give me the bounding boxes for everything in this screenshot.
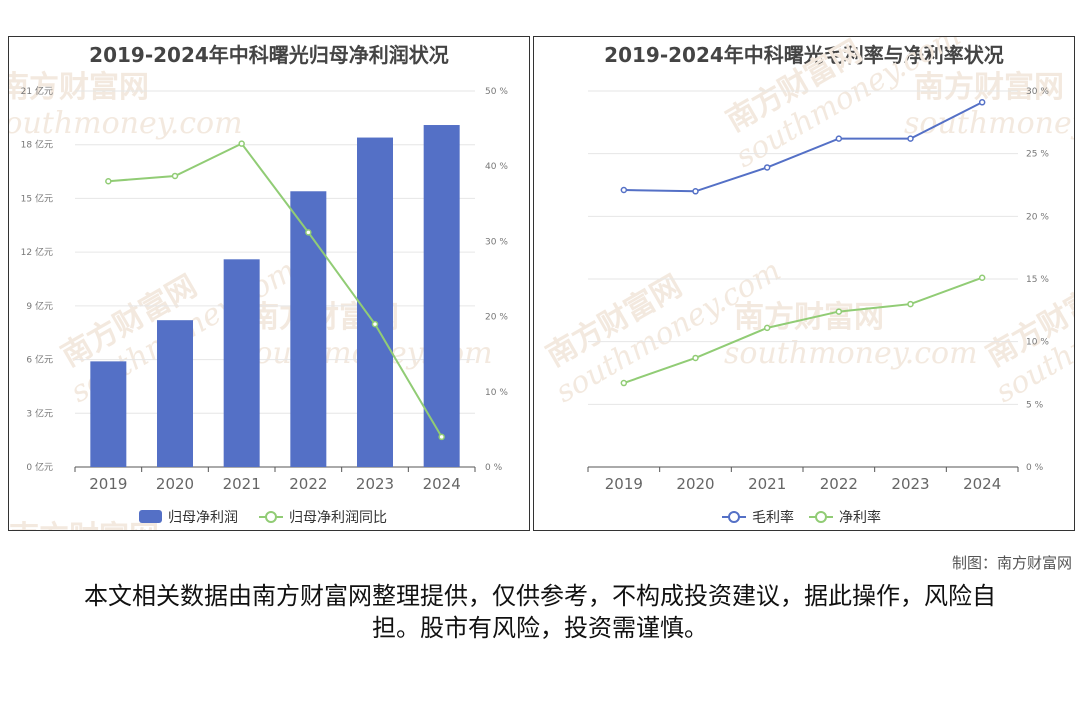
legend-net-label: 净利率 — [839, 509, 881, 526]
net-margin-point-2022 — [835, 308, 843, 315]
y-right-tick-label: 40 % — [485, 162, 508, 172]
watermark-en-0: southmoney.com — [904, 106, 1074, 141]
y-left-tick-label: 9 亿元 — [26, 300, 53, 312]
y-right-tick-label: 30 % — [485, 237, 508, 247]
legend-bar-swatch — [139, 510, 162, 523]
net-margin-line — [623, 276, 983, 384]
y-right-tick-label: 50 % — [485, 87, 508, 97]
legend-gross-label: 毛利率 — [752, 509, 794, 526]
x-tick-label: 2022 — [289, 475, 327, 493]
margin-chart-panel: 2019-2024年中科曙光毛利率与净利率状况 南方财富网southmoney.… — [533, 36, 1075, 531]
bar-net-profit-2019 — [90, 361, 127, 467]
bar-net-profit-2023 — [357, 137, 393, 468]
watermark-cn-3: 南方财富网 — [9, 520, 159, 530]
yoy-point-2021 — [238, 140, 245, 147]
y-right-tick-label: 5 % — [1026, 400, 1044, 410]
net-margin-point-2024 — [978, 274, 986, 281]
y-right-tick-label: 25 % — [1026, 150, 1049, 160]
net-margin-point-2020 — [692, 354, 699, 362]
y-right-tick-label: 0 % — [1026, 463, 1044, 473]
legend-line-marker — [265, 511, 277, 523]
y-left-tick-label: 12 亿元 — [21, 246, 53, 258]
net-margin-point-2021 — [763, 324, 771, 332]
x-tick-label: 2024 — [423, 475, 461, 493]
y-left-tick-label: 18 亿元 — [21, 139, 53, 151]
net-profit-chart-panel: 2019-2024年中科曙光归母净利润状况 南方财富网 southmoney.co… — [8, 36, 530, 531]
yoy-point-2022 — [305, 229, 312, 236]
x-tick-label: 2020 — [156, 475, 194, 493]
y-left-tick-label: 6 亿元 — [26, 354, 53, 366]
legend-bar-label: 归母净利润 — [168, 509, 238, 526]
gross-margin-point-2024 — [978, 99, 986, 106]
legend-gross-marker — [728, 511, 740, 523]
watermark-cn-0: 南方财富网 — [914, 70, 1064, 105]
legend-net-marker — [815, 511, 827, 523]
bar-net-profit-2024 — [423, 125, 460, 468]
y-left-tick-label: 21 亿元 — [21, 85, 53, 97]
x-tick-label: 2021 — [223, 475, 261, 493]
x-tick-label: 2019 — [605, 475, 643, 493]
net-margin-point-2019 — [620, 379, 628, 387]
gross-margin-point-2023 — [907, 135, 914, 142]
x-tick-label: 2024 — [963, 475, 1001, 493]
x-tick-label: 2023 — [356, 475, 394, 493]
x-tick-label: 2019 — [89, 475, 127, 493]
bar-net-profit-2020 — [157, 320, 193, 467]
left-chart-title: 2019-2024年中科曙光归母净利润状况 — [89, 43, 449, 67]
disclaimer-text: 本文相关数据由南方财富网整理提供，仅供参考，不构成投资建议，据此操作，风险自担。… — [84, 582, 996, 642]
x-tick-label: 2020 — [676, 475, 714, 493]
y-left-tick-label: 15 亿元 — [21, 192, 53, 204]
bar-net-profit-2022 — [290, 191, 327, 467]
yoy-point-2023 — [371, 320, 379, 328]
gross-margin-point-2020 — [692, 188, 699, 195]
legend-line-label: 归母净利润同比 — [289, 509, 387, 526]
y-right-tick-label: 30 % — [1026, 87, 1049, 97]
yoy-growth-line — [108, 142, 443, 438]
gross-margin-point-2019 — [620, 186, 628, 194]
x-tick-label: 2022 — [820, 475, 858, 493]
y-right-tick-label: 0 % — [485, 463, 503, 473]
watermark-en-0: southmoney.com — [9, 106, 243, 141]
y-right-tick-label: 20 % — [1026, 212, 1049, 222]
y-right-tick-label: 20 % — [485, 313, 508, 323]
yoy-point-2020 — [171, 172, 179, 180]
gross-margin-line — [623, 101, 983, 193]
watermark-cn-0: 南方财富网 — [9, 70, 149, 105]
yoy-point-2024 — [438, 433, 445, 441]
y-right-tick-label: 10 % — [485, 388, 508, 398]
gross-margin-point-2022 — [835, 135, 843, 142]
margin-chart: 南方财富网southmoney.com南方财富网southmoney.com南方… — [541, 37, 1075, 526]
yoy-point-2019 — [105, 177, 112, 185]
x-tick-label: 2023 — [891, 475, 929, 493]
y-right-tick-label: 15 % — [1026, 275, 1049, 285]
net-profit-chart: 南方财富网southmoney.com南方财富网southmoney.com南方… — [9, 70, 508, 530]
right-chart-title: 2019-2024年中科曙光毛利率与净利率状况 — [604, 43, 1004, 67]
y-left-tick-label: 3 亿元 — [26, 407, 53, 419]
net-margin-point-2023 — [907, 300, 914, 308]
y-right-tick-label: 10 % — [1026, 338, 1049, 348]
x-tick-label: 2021 — [748, 475, 786, 493]
chart-credit: 制图：南方财富网 — [951, 554, 1072, 572]
y-left-tick-label: 0 亿元 — [26, 461, 53, 473]
gross-margin-point-2021 — [763, 164, 771, 171]
bar-net-profit-2021 — [223, 259, 260, 467]
